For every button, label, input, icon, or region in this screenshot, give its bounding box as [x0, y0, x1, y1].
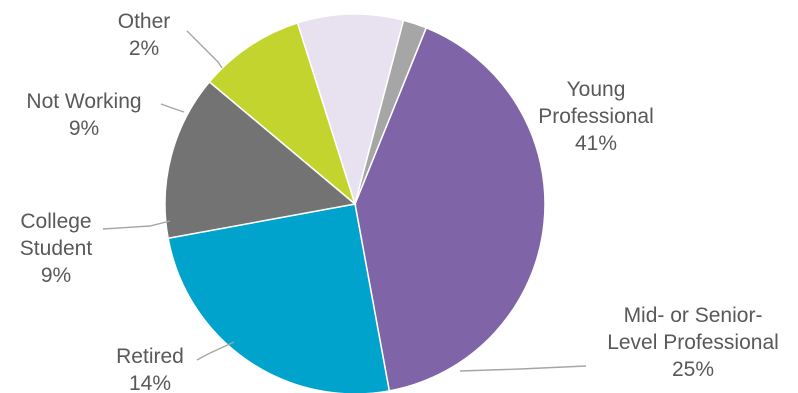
leader-line-1	[459, 365, 587, 372]
leader-line-5	[186, 30, 223, 69]
slice-label-5: Other 2%	[118, 10, 171, 60]
leader-lines	[102, 30, 587, 372]
leader-line-2	[196, 341, 235, 361]
slice-category-label: Retired	[116, 345, 184, 368]
slice-value-label: 41%	[575, 132, 617, 155]
slice-category-label: Professional	[538, 105, 654, 128]
slice-category-label: Mid- or Senior-	[624, 304, 763, 327]
slice-category-label: College	[20, 210, 91, 233]
slice-category-label: Not Working	[26, 90, 141, 113]
slice-value-label: 9%	[41, 264, 71, 287]
slice-value-label: 2%	[129, 37, 159, 60]
pie-slices	[164, 13, 546, 393]
slice-category-label: Level Professional	[607, 331, 779, 354]
pie-slice-2	[164, 80, 357, 240]
slice-category-label: Other	[118, 10, 171, 33]
pie-slice-1	[167, 203, 391, 393]
pie-slice-5	[354, 19, 428, 205]
leader-line-4	[160, 103, 185, 113]
slice-value-label: 9%	[69, 117, 99, 140]
pie-slice-4	[296, 13, 405, 207]
slice-label-1: Mid- or Senior- Level Professional 25%	[607, 304, 779, 381]
slice-value-label: 14%	[129, 372, 171, 393]
leader-line-3	[102, 220, 171, 230]
slice-category-label: Young	[567, 78, 626, 101]
slice-value-label: 25%	[672, 358, 714, 381]
slice-category-label: Student	[20, 237, 93, 260]
pie-slice-3	[208, 21, 357, 207]
slice-label-2: Retired 14%	[116, 345, 184, 393]
slice-label-4: Not Working 9%	[26, 90, 141, 140]
pie-slice-0	[354, 26, 546, 392]
slice-labels: Young Professional 41% Mid- or Senior- Level…	[20, 10, 779, 393]
slice-label-0: Young Professional 41%	[538, 78, 654, 155]
slice-label-3: College Student 9%	[20, 210, 93, 287]
